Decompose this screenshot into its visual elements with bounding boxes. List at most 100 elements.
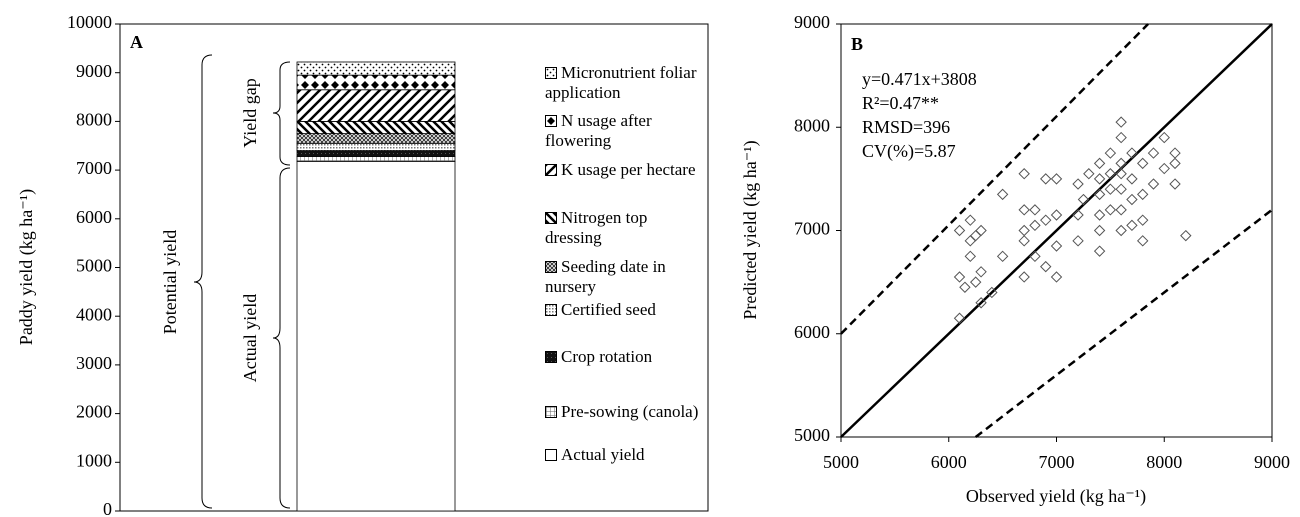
y-tick-label: 9000 <box>76 61 112 81</box>
point <box>1147 147 1160 159</box>
legend-swatch <box>545 351 557 363</box>
point <box>1136 157 1149 170</box>
point <box>975 266 987 278</box>
y-tick-label: 2000 <box>76 402 112 422</box>
legend-entry: Crop rotation <box>545 347 705 367</box>
bar-segment <box>296 150 456 157</box>
bar-segment <box>296 156 456 162</box>
legend-entry: Seeding date in nursery <box>545 257 705 297</box>
point <box>986 286 998 299</box>
legend-label: Actual yield <box>561 445 645 464</box>
x-tick-label: 6000 <box>931 452 967 472</box>
point <box>959 281 971 293</box>
legend-entry: Pre-sowing (canola) <box>545 402 705 422</box>
point <box>1126 147 1138 159</box>
y-tick-label: 9000 <box>794 12 830 32</box>
point <box>1018 204 1030 216</box>
legend-label: Crop rotation <box>561 347 653 366</box>
bar-segment <box>296 142 456 152</box>
point <box>1158 162 1170 175</box>
point <box>964 250 977 263</box>
point <box>1018 271 1030 283</box>
legend-label: N usage after flowering <box>545 111 652 150</box>
point <box>953 224 966 237</box>
legend-swatch <box>545 304 557 316</box>
point <box>975 224 987 237</box>
bar-segment <box>296 61 456 76</box>
point <box>1104 147 1117 159</box>
brace <box>193 54 213 509</box>
point <box>1115 157 1127 170</box>
point <box>1050 173 1063 185</box>
brace <box>272 167 291 509</box>
point <box>1115 168 1127 180</box>
point <box>1126 173 1138 185</box>
panel-label: B <box>851 34 863 54</box>
point <box>1018 168 1030 180</box>
point <box>953 271 966 283</box>
legend-label: Micronutrient foliar application <box>545 63 697 102</box>
point <box>1158 131 1170 144</box>
point <box>1169 178 1181 190</box>
legend-swatch <box>545 261 557 273</box>
point <box>1093 224 1106 237</box>
x-tick-label: 5000 <box>823 452 859 472</box>
point <box>1093 173 1106 185</box>
y-tick-label: 8000 <box>76 110 112 130</box>
legend-swatch <box>545 406 557 418</box>
point <box>1115 183 1127 195</box>
y-axis-label: Paddy yield (kg ha⁻¹) <box>16 189 37 345</box>
point <box>996 250 1009 263</box>
reference-line <box>974 208 1273 438</box>
point <box>1018 224 1030 237</box>
y-tick-label: 6000 <box>76 207 112 227</box>
y-tick-label: 5000 <box>76 256 112 276</box>
legend-entry: Micronutrient foliar application <box>545 63 705 103</box>
y-tick-label: 8000 <box>794 115 830 135</box>
point <box>1104 204 1117 216</box>
point <box>964 214 977 226</box>
y-tick-label: 0 <box>103 499 112 517</box>
point <box>969 276 982 288</box>
x-tick-label: 8000 <box>1146 452 1182 472</box>
point <box>1050 271 1063 283</box>
point <box>1029 204 1041 216</box>
point <box>1050 240 1063 252</box>
y-tick-label: 7000 <box>76 158 112 178</box>
point <box>1040 173 1052 185</box>
bar-segment <box>296 160 456 512</box>
y-tick-label: 7000 <box>794 219 830 239</box>
x-axis-label: Observed yield (kg ha⁻¹) <box>966 486 1146 507</box>
legend-swatch <box>545 212 557 224</box>
legend-entry: K usage per hectare <box>545 160 705 180</box>
legend-swatch <box>545 449 557 461</box>
point <box>953 312 966 324</box>
point <box>1072 178 1084 190</box>
bar-segment <box>296 89 456 122</box>
legend-entry: Certified seed <box>545 300 705 320</box>
point <box>1040 260 1052 273</box>
x-tick-label: 7000 <box>1039 452 1075 472</box>
point <box>1180 229 1192 242</box>
point <box>1093 188 1106 201</box>
point <box>1083 168 1095 180</box>
y-tick-label: 1000 <box>76 450 112 470</box>
point <box>1072 235 1084 247</box>
legend-entry: N usage after flowering <box>545 111 705 151</box>
point <box>1104 183 1117 195</box>
reference-line <box>840 23 1273 438</box>
point <box>964 235 977 247</box>
point <box>1093 157 1106 170</box>
point <box>1018 235 1030 247</box>
point <box>975 297 987 309</box>
y-tick-label: 5000 <box>794 425 830 445</box>
legend-label: Certified seed <box>561 300 656 319</box>
point <box>1115 116 1127 128</box>
y-tick-label: 6000 <box>794 322 830 342</box>
bar-segment <box>296 121 456 134</box>
point <box>1050 209 1063 221</box>
bar-segment <box>296 133 456 144</box>
y-tick-label: 4000 <box>76 304 112 324</box>
point <box>996 188 1009 201</box>
